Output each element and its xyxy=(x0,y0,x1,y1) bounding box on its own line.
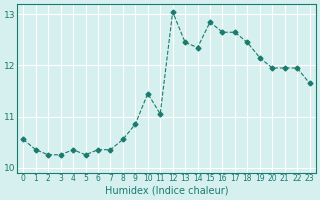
X-axis label: Humidex (Indice chaleur): Humidex (Indice chaleur) xyxy=(105,186,228,196)
